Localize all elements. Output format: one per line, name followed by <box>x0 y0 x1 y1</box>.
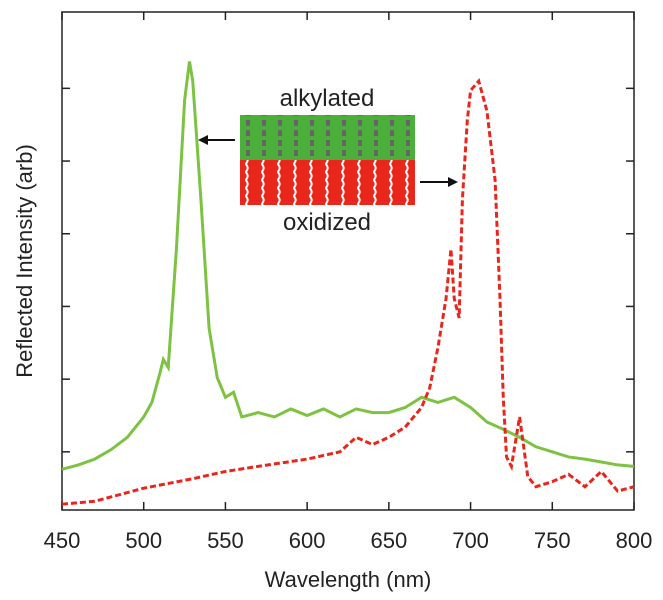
y-axis-label: Reflected Intensity (arb) <box>12 144 37 378</box>
data-line <box>61 61 635 471</box>
x-tick-label: 550 <box>207 528 244 553</box>
x-tick-label: 800 <box>616 528 653 553</box>
arrow-head <box>448 177 458 187</box>
plot-frame <box>61 11 635 511</box>
x-axis-label: Wavelength (nm) <box>265 567 432 592</box>
alkylated-surface <box>240 115 415 160</box>
data-line <box>61 77 635 506</box>
annotation: oxidized <box>283 209 371 236</box>
oxidized-surface <box>240 160 415 205</box>
x-tick-label: 500 <box>125 528 162 553</box>
x-tick-label: 750 <box>534 528 571 553</box>
x-tick-label: 650 <box>370 528 407 553</box>
x-tick-label: 600 <box>289 528 326 553</box>
inset: alkylated oxidized <box>198 85 458 236</box>
arrow-head <box>198 135 208 145</box>
annotation: alkylated <box>280 85 375 112</box>
x-tick-label: 700 <box>452 528 489 553</box>
x-tick-label: 450 <box>44 528 81 553</box>
